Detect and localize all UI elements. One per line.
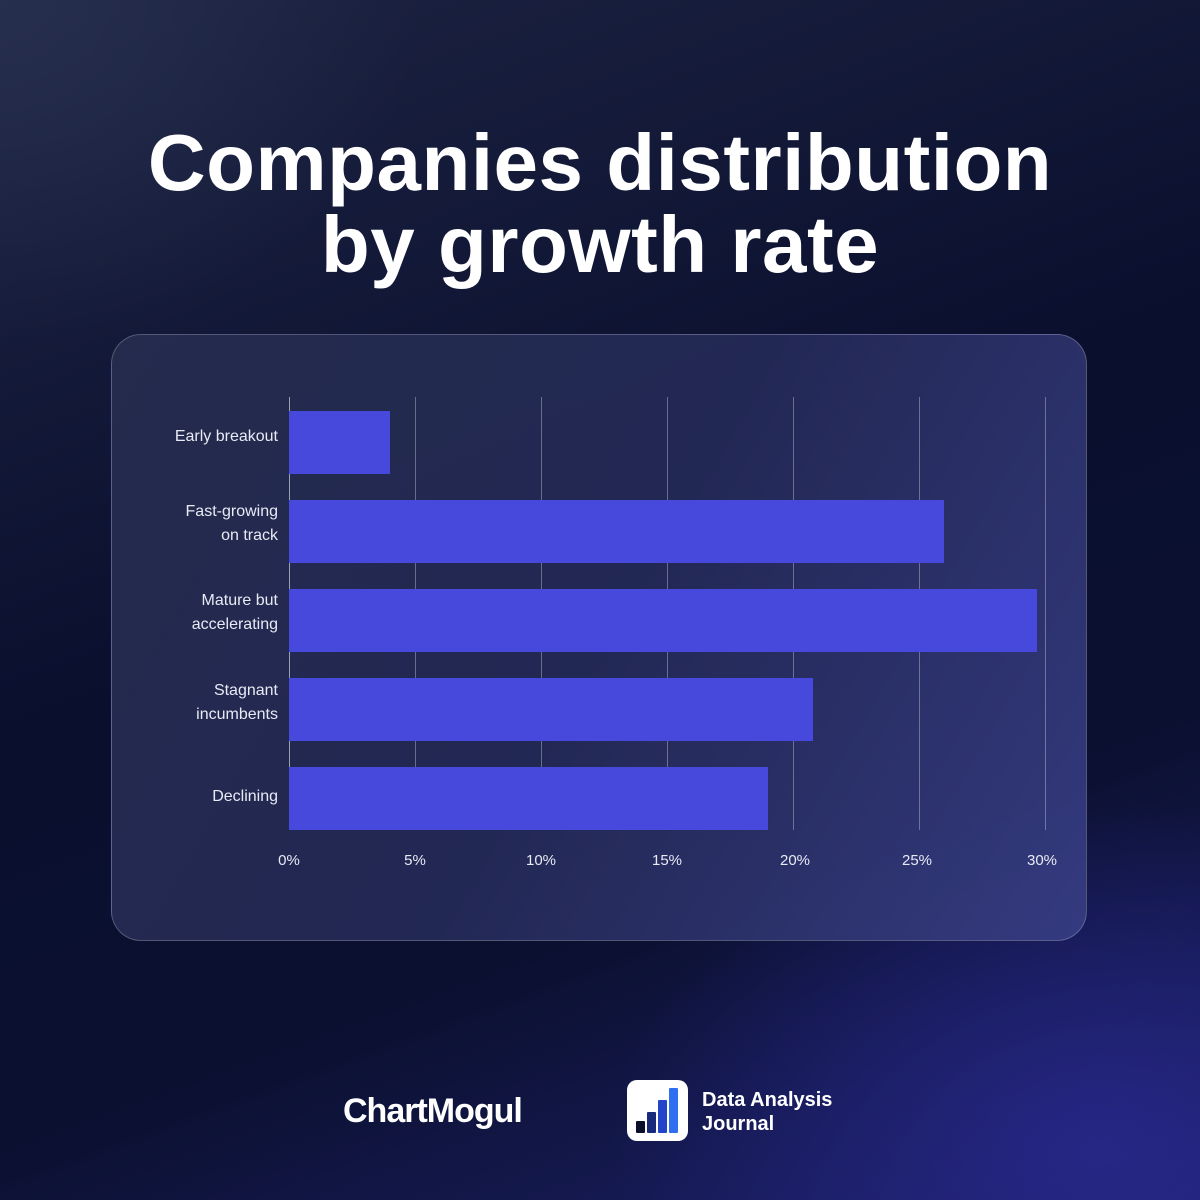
x-tick-0: 0% — [278, 852, 300, 869]
plot-area — [289, 397, 1046, 830]
category-label-fast-growing: Fast-growing on track — [98, 500, 278, 548]
category-label-early-breakout: Early breakout — [98, 425, 278, 449]
bar-chart-icon — [627, 1080, 688, 1141]
bar-early-breakout — [289, 411, 390, 474]
icon-bar — [636, 1121, 645, 1133]
label-line: Fast-growing — [185, 503, 278, 520]
x-tick-5: 5% — [404, 852, 426, 869]
x-tick-25: 25% — [901, 852, 933, 869]
bar-stagnant-incumbents — [289, 678, 814, 741]
x-tick-30: 30% — [1026, 852, 1058, 869]
chartmogul-logo: ChartMogul — [343, 1092, 523, 1130]
data-analysis-journal-logo: Data Analysis Journal — [702, 1088, 832, 1136]
category-label-mature: Mature but accelerating — [98, 589, 278, 637]
icon-bar — [658, 1100, 667, 1133]
label-line: Mature but — [201, 592, 278, 609]
x-tick-10: 10% — [525, 852, 557, 869]
label-line: incumbents — [196, 706, 278, 723]
gridline-30 — [1045, 397, 1046, 830]
category-label-stagnant: Stagnant incumbents — [98, 679, 278, 727]
category-label-declining: Declining — [98, 785, 278, 809]
icon-bar — [647, 1112, 656, 1133]
chart-title: Companies distribution by growth rate — [0, 122, 1200, 286]
brand-line: Data Analysis — [702, 1089, 833, 1111]
label-line: Declining — [212, 788, 278, 805]
x-tick-20: 20% — [779, 852, 811, 869]
label-line: Early breakout — [174, 428, 278, 445]
title-line-2: by growth rate — [320, 200, 880, 289]
label-line: accelerating — [191, 616, 278, 633]
x-tick-15: 15% — [651, 852, 683, 869]
bar-declining — [289, 767, 768, 830]
label-line: Stagnant — [213, 682, 278, 699]
bar-mature-accelerating — [289, 589, 1038, 652]
bar-fast-growing — [289, 500, 945, 563]
brand-line: Journal — [702, 1113, 775, 1135]
label-line: on track — [221, 527, 278, 544]
icon-bar — [669, 1088, 678, 1133]
title-line-1: Companies distribution — [147, 118, 1053, 207]
